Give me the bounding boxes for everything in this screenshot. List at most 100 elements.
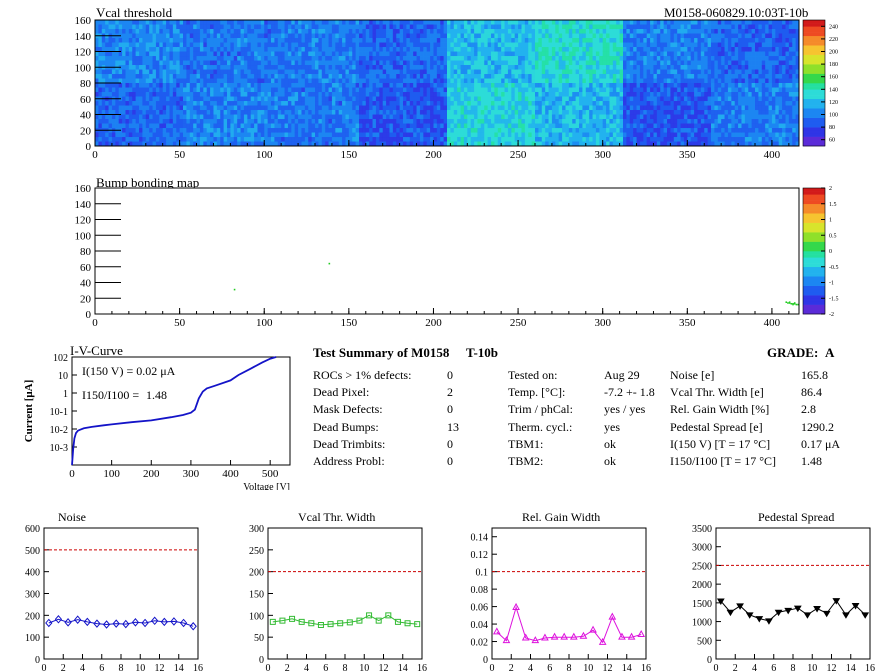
data-point [375,617,382,624]
x-tick-label: 6 [99,663,104,672]
x-tick-label: 16 [865,663,875,672]
y-tick-label: 50 [254,633,264,644]
data-point [726,609,735,617]
data-point [541,633,549,641]
x-tick-label: 300 [594,317,611,329]
summary-label: TBM2: [508,454,544,468]
summary-value: 86.4 [801,385,822,400]
summary-value: 0 [447,402,453,417]
y-tick-label: 100 [249,611,264,622]
colorbar-frame [802,19,826,147]
colorbar-cell [803,232,825,236]
summary-label: Mask Defects: [313,402,383,417]
summary-value: 0 [447,368,453,382]
data-point [589,625,597,633]
colorbar-cell [803,29,825,33]
y-tick-label: 160 [75,183,92,195]
colorbar-cell [803,95,825,100]
y-tick-label: 10-2 [50,425,68,436]
summary-value: 2 [447,385,453,400]
summary-value: yes / yes [604,402,646,417]
data-point [745,612,754,619]
colorbar-cell [803,216,825,220]
colorbar-cell [803,194,825,198]
data-point [618,632,626,640]
colorbar-cell [803,203,825,208]
data-point [627,632,636,640]
colorbar-cell [803,282,825,286]
iv-series-line [71,356,277,466]
iv-xlabel: Voltage [V] [243,482,290,490]
data-point [404,620,411,627]
summary-value: 1.48 [801,454,822,468]
dead-bump-point [795,303,798,306]
dead-bump-point [793,302,796,304]
x-tick-label: 12 [603,663,613,672]
colorbar-tick-label: 1.5 [829,202,837,208]
colorbar-cell [803,105,825,109]
y-tick-label: 0 [707,655,712,666]
x-tick-label: 0 [490,663,495,672]
data-point [308,620,315,627]
iv-annotation-i150: I(150 V) = 0.02 μA [82,364,176,378]
colorbar-cell [803,235,825,239]
data-point [531,636,540,644]
x-tick-label: 14 [398,663,408,672]
colorbar-cell [803,247,825,252]
x-tick-label: 300 [594,149,611,161]
data-point [598,637,607,645]
data-point [160,617,168,627]
y-tick-label: 140 [75,31,92,43]
data-point [803,612,812,619]
colorbar-tick-label: 240 [829,24,838,30]
colorbar-cell [803,139,825,144]
colorbar-cell [803,241,825,245]
x-tick-label: 350 [679,317,696,329]
summary-label: Noise [e] [670,368,715,382]
y-tick-label: 300 [249,524,264,535]
data-point [608,612,617,620]
x-tick-label: 350 [679,149,696,161]
x-tick-label: 50 [174,149,186,161]
plot-title: Pedestal Spread [758,510,834,524]
colorbar-cell [803,298,825,302]
colorbar-cell [803,276,825,280]
summary-label: Vcal Thr. Width [e] [670,385,764,400]
summary-value: 0 [447,454,453,468]
data-point [832,598,841,605]
y-tick-label: 0.06 [471,603,489,614]
colorbar-cell [803,285,825,290]
colorbar-cell [803,200,825,205]
colorbar-cell [803,79,825,84]
iv-curve-plot: 0 100 200 300 400 500 10-3 10-2 10-1 1 10 102 I(150 … [23,353,291,490]
y-tick-label: 20 [80,125,92,137]
summary-label: ROCs > 1% defects: [313,368,412,382]
x-tick-label: 10 [583,663,593,672]
colorbar-cell [803,279,825,283]
x-tick-label: 100 [103,468,120,480]
data-point [716,598,725,605]
y-tick-label: 0 [86,141,92,153]
x-tick-label: 8 [343,663,348,672]
summary-label: Therm. cycl.: [508,419,573,434]
x-tick-label: 150 [341,317,358,329]
colorbar-cell [803,295,825,299]
colorbar-tick-label: -0.5 [829,265,839,271]
summary-value: 0.17 μA [801,436,841,451]
data-point [385,612,392,619]
x-tick-label: 300 [183,468,200,480]
x-tick-label: 2 [285,663,290,672]
data-point [64,618,72,627]
data-point [366,612,373,619]
summary-label: Rel. Gain Width [%] [670,402,770,417]
x-tick-label: 6 [547,663,552,672]
colorbar-cell [803,42,825,46]
series-line [720,599,866,622]
data-point [122,619,130,629]
grade-value: A [825,345,835,360]
colorbar-cell [803,263,825,268]
grade-label: GRADE: [767,345,819,360]
summary-label: Address Probl: [313,454,385,468]
data-point [414,621,421,628]
colorbar-cell [803,123,825,128]
